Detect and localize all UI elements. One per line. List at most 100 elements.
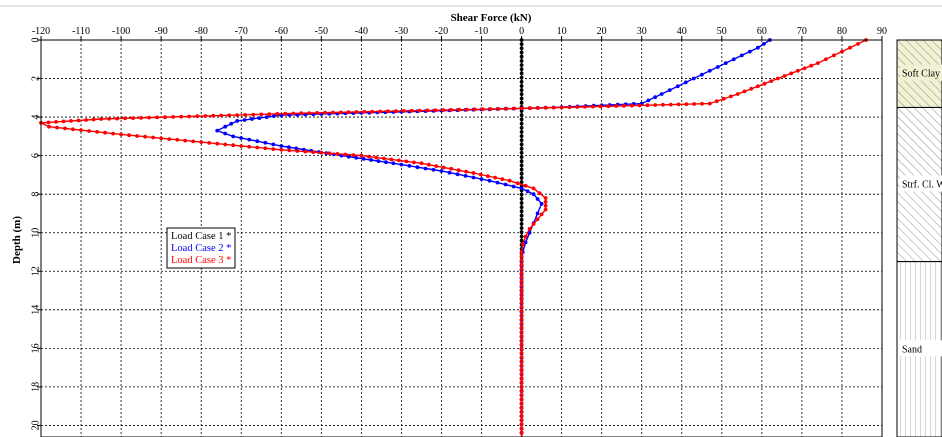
data-point <box>271 147 276 152</box>
data-point <box>519 321 524 326</box>
x-tick-label: -80 <box>195 26 208 37</box>
data-point <box>543 105 548 110</box>
data-point <box>496 107 501 111</box>
data-point <box>63 126 67 131</box>
data-point <box>335 152 340 156</box>
data-point <box>519 338 524 343</box>
data-point <box>263 146 268 151</box>
data-point <box>543 196 548 200</box>
data-point <box>519 230 524 235</box>
data-point <box>519 279 524 284</box>
data-point <box>536 106 540 110</box>
data-point <box>107 116 111 121</box>
x-tick-label: 30 <box>637 26 647 37</box>
data-point <box>519 155 524 159</box>
data-point <box>762 81 767 86</box>
data-point <box>231 134 236 139</box>
data-point <box>519 186 524 191</box>
data-point <box>519 138 524 143</box>
data-point <box>412 160 416 165</box>
data-point <box>598 104 603 109</box>
soil-layer-label: Sand <box>902 344 922 355</box>
data-point <box>840 49 844 54</box>
x-tick-label: 90 <box>877 26 887 37</box>
data-point <box>519 384 524 389</box>
x-tick-label: -30 <box>395 26 408 37</box>
data-point <box>447 170 452 175</box>
data-point <box>848 45 852 50</box>
data-point <box>207 141 212 145</box>
data-point <box>519 163 524 168</box>
data-point <box>331 110 335 115</box>
data-point <box>519 130 524 134</box>
data-point <box>441 108 446 112</box>
data-point <box>519 192 524 197</box>
soil-layer-label: Strf. Cl. W <box>902 180 942 191</box>
x-tick-label: -50 <box>315 26 328 37</box>
data-point <box>519 159 524 164</box>
data-point <box>71 127 75 132</box>
data-point <box>519 59 524 63</box>
data-point <box>747 49 752 54</box>
data-point <box>370 109 375 114</box>
data-point <box>515 181 520 186</box>
data-point <box>519 167 524 172</box>
data-point <box>111 131 115 136</box>
data-point <box>143 134 148 139</box>
data-point <box>359 153 364 158</box>
data-point <box>449 166 454 171</box>
data-point <box>707 68 712 73</box>
data-point <box>519 296 524 301</box>
data-point <box>95 130 99 134</box>
data-point <box>523 234 528 239</box>
data-point <box>433 108 438 113</box>
data-point <box>676 102 681 107</box>
soil-layer-label: Soft Clay <box>902 69 940 80</box>
legend-box <box>166 227 236 269</box>
x-tick-label: 60 <box>757 26 767 37</box>
x-tick-label: 10 <box>557 26 567 37</box>
data-point <box>645 103 650 108</box>
data-point <box>235 119 240 123</box>
data-point <box>700 101 704 106</box>
data-point <box>239 136 244 140</box>
data-point <box>519 283 524 288</box>
data-point <box>384 160 388 165</box>
data-point <box>519 50 524 55</box>
data-point <box>362 109 367 114</box>
data-point <box>721 96 726 101</box>
soil-label-bg <box>900 340 942 357</box>
data-point <box>519 222 524 226</box>
x-tick-label: 0 <box>519 26 524 37</box>
data-point <box>606 104 611 109</box>
data-point <box>257 116 262 120</box>
data-point <box>519 304 524 309</box>
data-point <box>99 117 103 121</box>
data-point <box>488 107 493 111</box>
data-point <box>235 113 240 117</box>
data-point <box>816 61 820 65</box>
data-point <box>319 150 324 155</box>
data-point <box>223 124 228 129</box>
data-point <box>343 152 348 157</box>
data-point <box>135 134 140 138</box>
data-point <box>346 154 351 159</box>
data-point <box>519 209 524 214</box>
data-point <box>250 117 254 121</box>
data-point <box>187 114 192 119</box>
plot-frame <box>40 39 883 437</box>
data-point <box>519 142 524 147</box>
data-point <box>519 213 524 218</box>
data-point <box>519 342 524 347</box>
data-point <box>535 197 540 201</box>
data-point <box>223 142 228 147</box>
data-point <box>255 145 260 150</box>
tick-labels: -120 -110 -100 -90 -80 -70 -60 -50 -40 -30 -20 -10 0… <box>30 26 887 430</box>
data-point <box>519 287 524 292</box>
data-point <box>519 146 524 151</box>
data-point <box>163 115 168 120</box>
x-tick-label: -20 <box>435 26 448 37</box>
data-point <box>519 266 524 271</box>
data-point <box>346 110 351 115</box>
data-point <box>735 92 740 96</box>
